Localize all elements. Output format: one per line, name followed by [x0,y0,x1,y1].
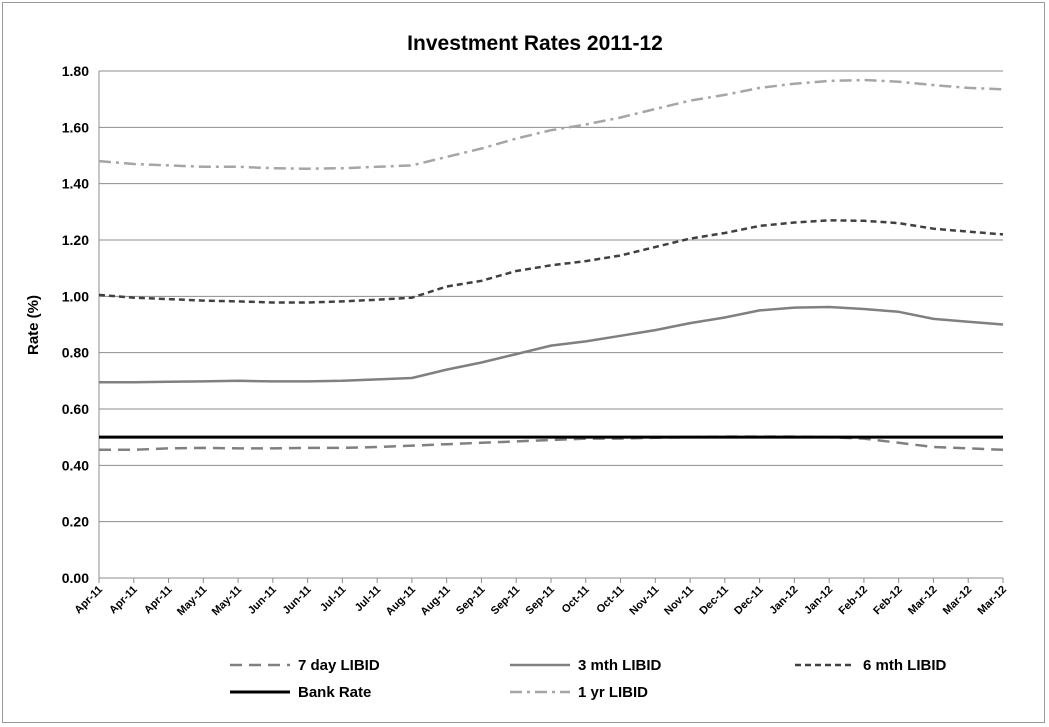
x-tick-label: Dec-11 [732,584,766,618]
legend-label: Bank Rate [298,684,371,701]
axes [98,71,1004,583]
x-tick-label: Jan-12 [767,584,800,617]
series-line-1-yr-libid [98,78,1004,170]
x-tick-label: Apr-11 [72,584,105,617]
x-tick-label: Feb-12 [871,584,905,618]
legend-label: 3 mth LIBID [578,657,662,674]
x-tick-label: Nov-11 [627,584,661,618]
x-tick-label: Jun-11 [246,584,279,617]
series-lines [98,78,1004,452]
y-axis-label: Rate (%) [25,295,42,355]
y-tick-label: 1.80 [62,63,89,79]
x-tick-label: Sep-11 [489,584,523,618]
x-tick-label: Dec-11 [697,584,731,618]
y-tick-label: 1.60 [62,119,89,135]
gridlines [99,70,1003,523]
x-tick-label: Oct-11 [594,584,626,616]
series-line-3-mth-libid [99,305,1004,384]
x-tick-label: Apr-11 [107,584,140,617]
y-tick-label: 0.20 [62,514,89,530]
y-tick-label: 0.60 [62,401,89,417]
y-tick-labels: 0.00 0.20 0.40 0.60 0.80 1.00 1.20 1.40 1.60 1.80 [62,63,89,586]
x-tick-label: Feb-12 [836,584,870,618]
x-tick-label: Jul-11 [353,584,384,615]
series-line-6-mth-libid [98,219,1004,304]
legend-label: 1 yr LIBID [578,684,648,701]
legend: 7 day LIBID 3 mth LIBID 6 mth LIBID Bank Ra… [230,657,947,701]
y-tick-label: 0.00 [62,570,89,586]
x-tick-label: Jan-12 [802,584,835,617]
x-tick-label: Aug-11 [384,584,418,618]
x-tick-label: May-11 [210,584,244,618]
x-tick-label: Sep-11 [524,584,558,618]
legend-label: 7 day LIBID [298,657,380,674]
x-tick-label: Apr-11 [142,584,175,617]
y-tick-label: 1.20 [62,232,89,248]
y-tick-label: 1.00 [62,288,89,304]
chart-title: Investment Rates 2011-12 [407,32,663,55]
x-tick-label: Mar-12 [976,584,1010,618]
y-tick-label: 0.80 [62,345,89,361]
x-tick-label: Sep-11 [454,584,488,618]
x-tick-label: Jun-11 [281,584,314,617]
y-tick-label: 0.40 [62,457,89,473]
x-tick-labels: Apr-11 Apr-11 Apr-11 May-11 May-11 Jun-11 Jun-… [72,584,1009,618]
x-tick-label: Oct-11 [560,584,592,616]
y-tick-label: 1.40 [62,176,89,192]
legend-label: 6 mth LIBID [863,657,947,674]
x-tick-label: May-11 [175,584,209,618]
x-tick-label: Jul-11 [318,584,349,615]
x-tick-label: Mar-12 [906,584,940,618]
x-tick-label: Mar-12 [941,584,975,618]
x-tick-label: Nov-11 [662,584,696,618]
x-tick-label: Aug-11 [418,584,452,618]
